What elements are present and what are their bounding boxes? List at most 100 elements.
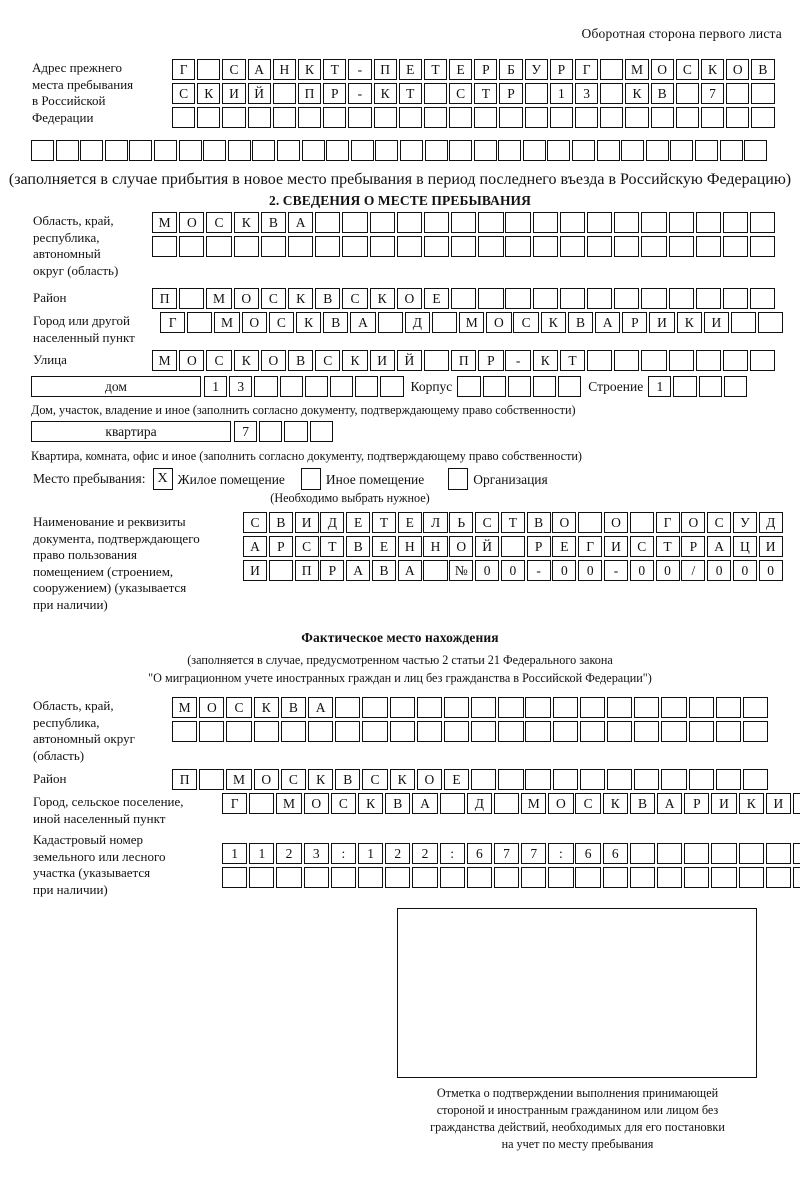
cadastral-row-2-cell-1[interactable] xyxy=(222,867,248,888)
prev-address-row-4-cell-3[interactable] xyxy=(80,140,104,161)
street-row-cell-21[interactable] xyxy=(695,350,722,371)
region-row-2-cell-11[interactable] xyxy=(423,236,450,257)
document-row-2-cell-9[interactable]: О xyxy=(449,536,474,557)
cadastral-row-1-cell-22[interactable] xyxy=(792,843,800,864)
document-row-1-cell-6[interactable]: Т xyxy=(371,512,396,533)
prev-address-row-3-cell-12[interactable] xyxy=(449,107,473,128)
actual-region-row-2-cell-19[interactable] xyxy=(661,721,687,742)
prev-address-row-3-cell-15[interactable] xyxy=(524,107,548,128)
document-row-3-cell-1[interactable]: И xyxy=(243,560,268,581)
prev-address-row-4-cell-21[interactable] xyxy=(522,140,546,161)
region-row-1-cell-13[interactable] xyxy=(478,212,504,233)
prev-address-row-4-cell-28[interactable] xyxy=(695,140,719,161)
prev-address-row-4-cell-16[interactable] xyxy=(399,140,423,161)
actual-region-row-1-cell-16[interactable] xyxy=(579,697,606,718)
prev-address-row-1-cell-18[interactable] xyxy=(600,59,624,80)
actual-region-row-2-cell-11[interactable] xyxy=(443,721,470,742)
prev-address-row-4-cell-17[interactable] xyxy=(424,140,448,161)
prev-address-row-3-cell-23[interactable] xyxy=(726,107,750,128)
house-number-cells-cell-7[interactable] xyxy=(355,376,379,397)
street-row-cell-17[interactable] xyxy=(587,350,613,371)
house-number-cells-cell-8[interactable] xyxy=(380,376,404,397)
prev-address-row-1-cell-16[interactable]: Р xyxy=(549,59,573,80)
cadastral-row-2-cell-12[interactable] xyxy=(521,867,547,888)
actual-district-row-cell-1[interactable]: П xyxy=(172,769,198,790)
actual-region-row-2-cell-8[interactable] xyxy=(362,721,388,742)
actual-region-row-1-cell-8[interactable] xyxy=(362,697,388,718)
document-row-3-cell-21[interactable]: 0 xyxy=(758,560,783,581)
document-row-3-cell-15[interactable]: - xyxy=(603,560,629,581)
cadastral-row-2-cell-18[interactable] xyxy=(684,867,710,888)
document-row-3-cell-6[interactable]: В xyxy=(371,560,396,581)
actual-region-row-2-cell-22[interactable] xyxy=(742,721,769,742)
region-row-2-cell-6[interactable] xyxy=(287,236,314,257)
document-row-3-cell-16[interactable]: 0 xyxy=(629,560,654,581)
street-row-cell-3[interactable]: С xyxy=(206,350,232,371)
korpus-cells-cell-1[interactable] xyxy=(457,376,481,397)
prev-address-row-2-cell-22[interactable]: 7 xyxy=(700,83,725,104)
region-row-2-cell-23[interactable] xyxy=(750,236,776,257)
cadastral-row-2[interactable] xyxy=(222,867,800,888)
document-row-2-cell-11[interactable] xyxy=(500,536,525,557)
region-row-1-cell-14[interactable] xyxy=(505,212,531,233)
actual-city-row-cell-19[interactable]: И xyxy=(711,793,737,814)
city-row-cell-11[interactable] xyxy=(431,312,458,333)
prev-address-row-1-cell-6[interactable]: К xyxy=(297,59,322,80)
actual-district-row-cell-15[interactable] xyxy=(552,769,578,790)
region-row-1-cell-19[interactable] xyxy=(641,212,667,233)
prev-address-row-1-cell-15[interactable]: У xyxy=(524,59,548,80)
document-row-2-cell-15[interactable]: И xyxy=(603,536,629,557)
district-row-cell-2[interactable] xyxy=(179,288,205,309)
house-number-cells-cell-2[interactable]: 3 xyxy=(229,376,253,397)
prev-address-row-1-cell-20[interactable]: О xyxy=(650,59,674,80)
actual-region-row-1-cell-18[interactable] xyxy=(634,697,660,718)
actual-region-row-2-cell-4[interactable] xyxy=(253,721,279,742)
cadastral-row-1-cell-17[interactable] xyxy=(657,843,683,864)
document-row-2-cell-21[interactable]: И xyxy=(758,536,783,557)
actual-region-row-2-cell-2[interactable] xyxy=(199,721,225,742)
city-row-cell-5[interactable]: С xyxy=(268,312,295,333)
region-row-1-cell-11[interactable] xyxy=(423,212,450,233)
house-number-cells-cell-4[interactable] xyxy=(279,376,303,397)
prev-address-row-3-cell-5[interactable] xyxy=(272,107,296,128)
street-row-cell-2[interactable]: О xyxy=(179,350,205,371)
actual-city-row-cell-11[interactable] xyxy=(493,793,520,814)
document-row-2-cell-14[interactable]: Г xyxy=(578,536,603,557)
city-row-cell-19[interactable]: И xyxy=(649,312,675,333)
document-row-3-cell-2[interactable] xyxy=(268,560,293,581)
actual-region-row-1-cell-4[interactable]: К xyxy=(253,697,279,718)
street-row-cell-10[interactable]: Й xyxy=(396,350,422,371)
flat-number-cells[interactable]: 7 xyxy=(234,421,335,442)
actual-region-row-2-cell-20[interactable] xyxy=(688,721,714,742)
document-row-3-cell-11[interactable]: 0 xyxy=(500,560,525,581)
region-row-1-cell-15[interactable] xyxy=(532,212,558,233)
street-row-cell-4[interactable]: К xyxy=(233,350,259,371)
district-row-cell-16[interactable] xyxy=(559,288,586,309)
region-row-1-cell-17[interactable] xyxy=(587,212,613,233)
document-row-1-cell-2[interactable]: В xyxy=(268,512,293,533)
prev-address-row-4[interactable] xyxy=(31,140,769,161)
cadastral-row-2-cell-19[interactable] xyxy=(711,867,737,888)
prev-address-row-2-cell-11[interactable] xyxy=(423,83,448,104)
region-row-1-cell-3[interactable]: С xyxy=(206,212,232,233)
district-row-cell-18[interactable] xyxy=(614,288,640,309)
district-row-cell-23[interactable] xyxy=(750,288,776,309)
actual-city-row-cell-6[interactable]: К xyxy=(357,793,384,814)
document-row-1-cell-7[interactable]: Е xyxy=(397,512,422,533)
prev-address-row-2-cell-13[interactable]: Т xyxy=(474,83,498,104)
document-row-3-cell-8[interactable] xyxy=(423,560,448,581)
document-row-1-cell-12[interactable]: В xyxy=(526,512,551,533)
stamp-area-box[interactable] xyxy=(397,908,757,1078)
region-row-1-cell-8[interactable] xyxy=(342,212,368,233)
prev-address-row-2-cell-2[interactable]: К xyxy=(197,83,221,104)
actual-region-row-1-cell-2[interactable]: О xyxy=(199,697,225,718)
actual-region-row-1-cell-22[interactable] xyxy=(742,697,769,718)
district-row-cell-19[interactable] xyxy=(641,288,667,309)
region-row-1-cell-1[interactable]: М xyxy=(152,212,178,233)
